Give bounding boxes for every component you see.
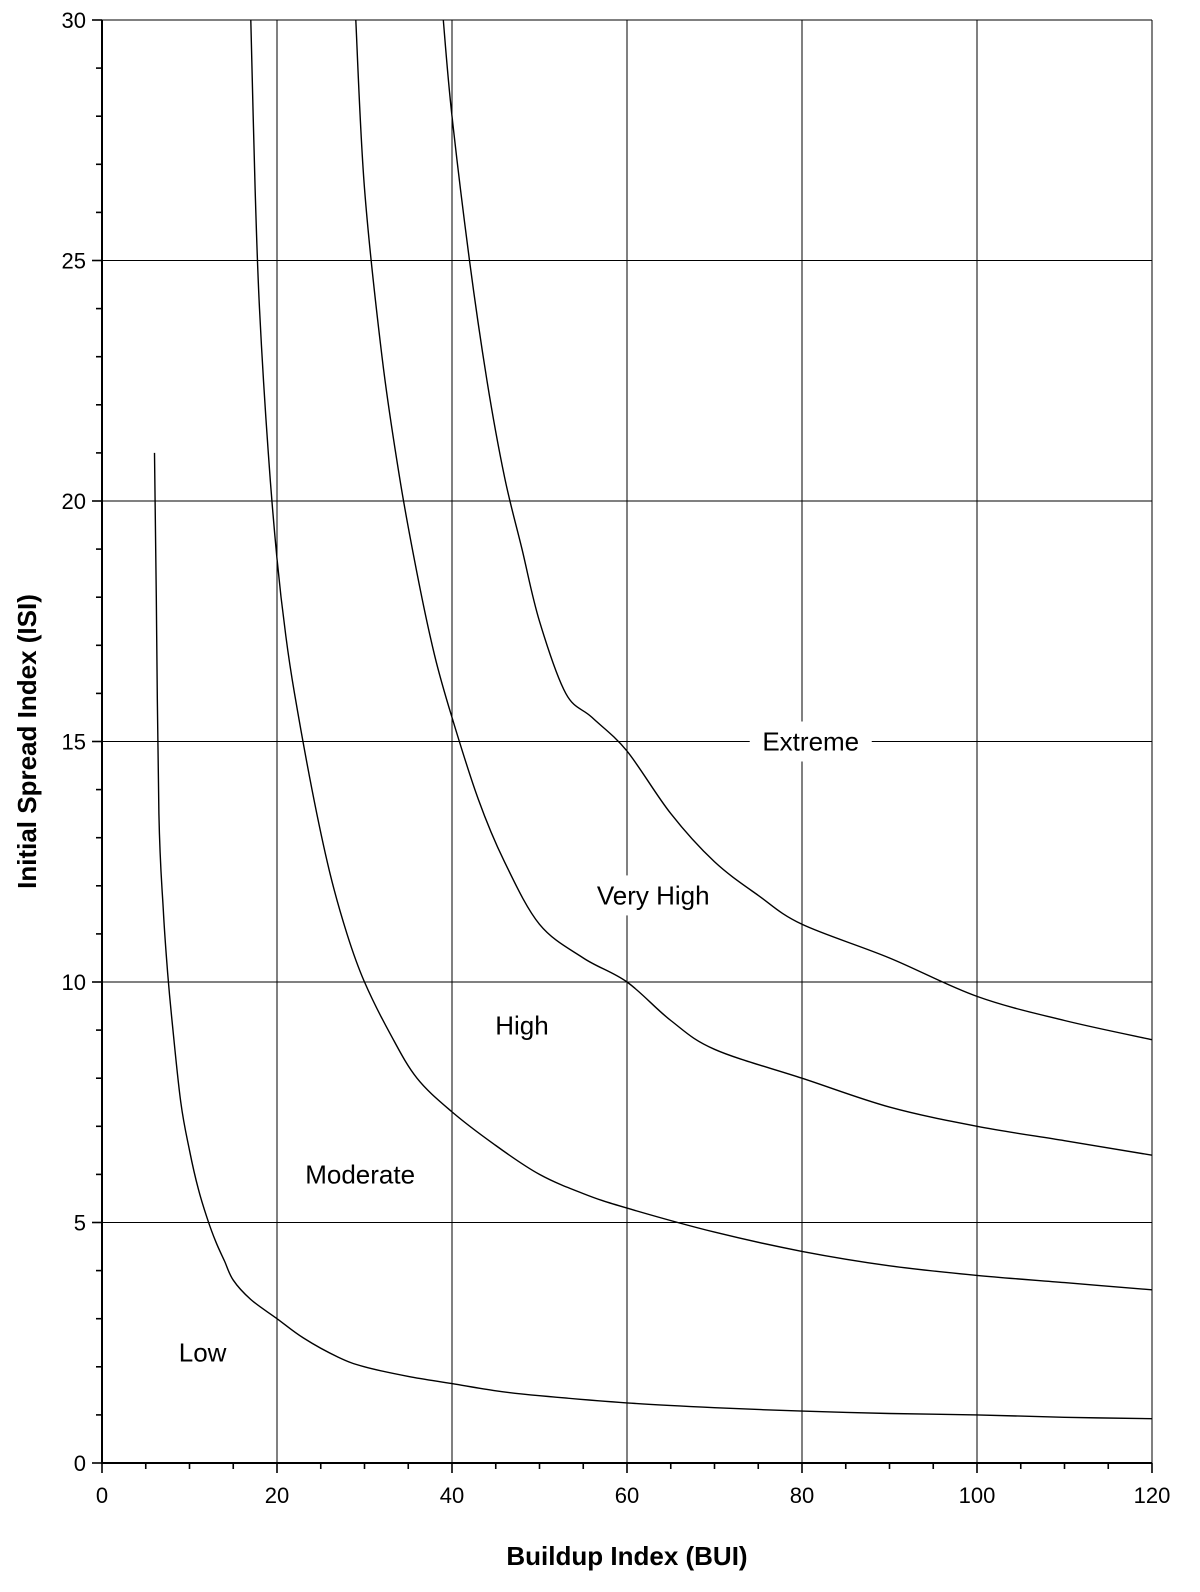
y-tick-label: 15 <box>62 730 86 755</box>
y-tick-label: 25 <box>62 249 86 274</box>
class-boundary-curve-3 <box>355 19 1153 1156</box>
region-label-background <box>169 1332 236 1373</box>
region-label-background <box>482 1005 562 1046</box>
x-axis-title: Buildup Index (BUI) <box>506 1541 747 1571</box>
x-tick-label: 60 <box>615 1483 639 1508</box>
region-label: Extreme <box>762 727 859 757</box>
axes: 0 20 40 60 80 100 120 0 5 10 15 20 25 30 <box>62 8 1171 1508</box>
region-label: Low <box>179 1337 227 1367</box>
y-tick-label: 20 <box>62 489 86 514</box>
y-axis-title: Initial Spread Index (ISI) <box>12 594 42 889</box>
y-tick-label: 10 <box>62 970 86 995</box>
y-tick-label: 30 <box>62 8 86 33</box>
region-label: Very High <box>597 880 710 910</box>
class-boundary-curve-4 <box>442 19 1153 1041</box>
class-boundary-curve-2 <box>250 19 1153 1291</box>
x-tick-label: 100 <box>959 1483 996 1508</box>
region-label-background <box>749 721 872 762</box>
region-label: Moderate <box>305 1159 415 1189</box>
x-tick-label: 80 <box>790 1483 814 1508</box>
y-tick-label: 5 <box>74 1211 86 1236</box>
class-boundary-curve-1 <box>153 452 1153 1420</box>
region-label-background <box>578 875 729 916</box>
y-tick-label: 0 <box>74 1451 86 1476</box>
grid-lines <box>102 19 1153 1463</box>
curves <box>153 19 1153 1420</box>
x-tick-label: 40 <box>440 1483 464 1508</box>
x-tick-label: 20 <box>265 1483 289 1508</box>
region-label: High <box>495 1010 548 1040</box>
x-tick-label: 120 <box>1134 1483 1171 1508</box>
region-labels: Low Moderate High Very High Extreme <box>169 721 872 1373</box>
x-tick-label: 0 <box>96 1483 108 1508</box>
region-label-background <box>292 1154 429 1195</box>
